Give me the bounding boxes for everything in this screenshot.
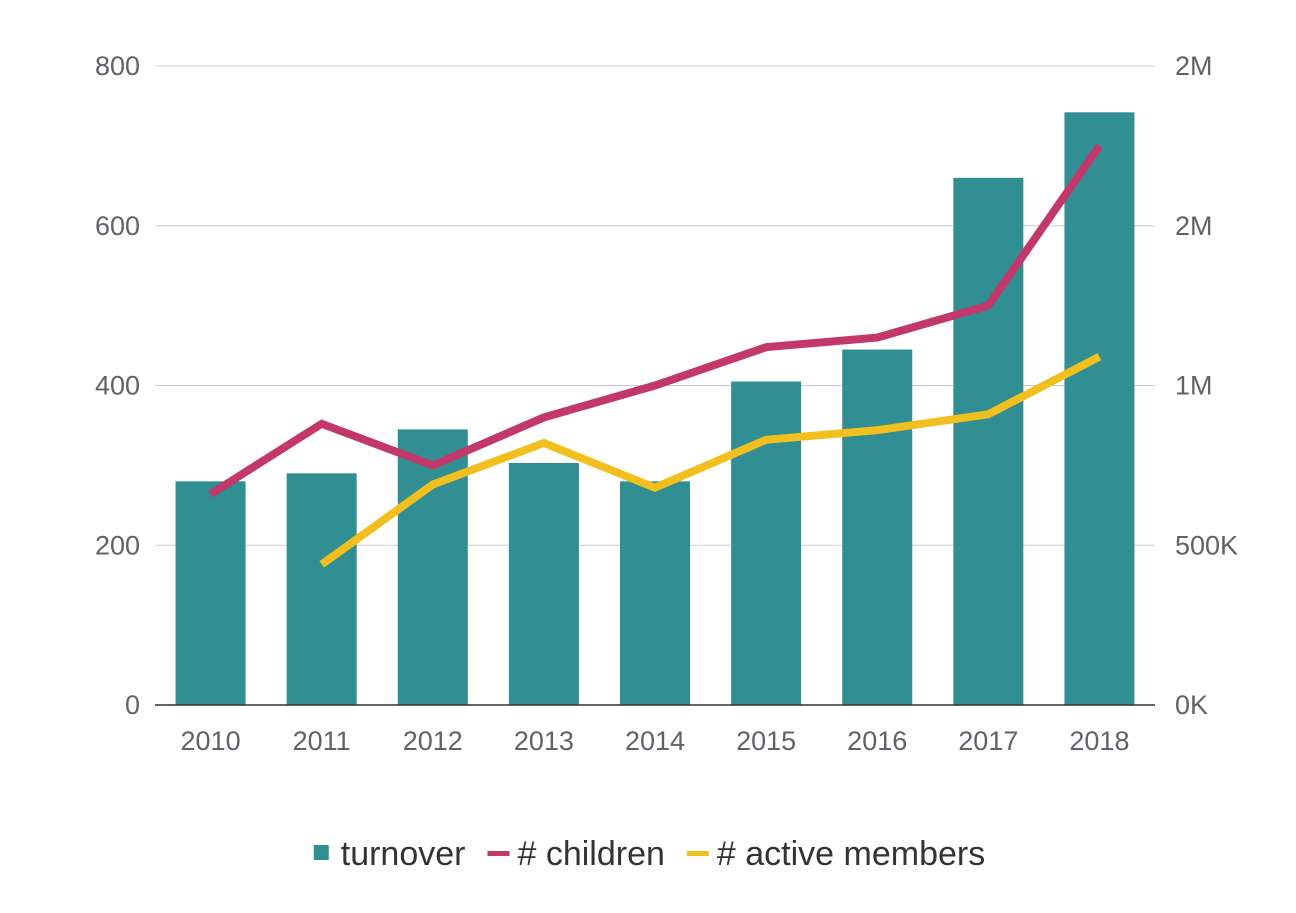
bar-turnover-2010 — [175, 481, 246, 705]
x-axis-tick-label: 2016 — [847, 726, 907, 756]
right-axis-tick-label: 0K — [1175, 690, 1208, 720]
x-axis-tick-label: 2018 — [1069, 726, 1129, 756]
legend-label: turnover — [341, 835, 466, 873]
x-axis-tick-label: 2010 — [181, 726, 241, 756]
left-axis-tick-label: 0 — [125, 690, 140, 720]
x-axis-tick-label: 2012 — [403, 726, 463, 756]
x-axis-tick-label: 2013 — [514, 726, 574, 756]
left-axis-tick-label: 200 — [95, 530, 140, 560]
x-axis-tick-label: 2011 — [293, 726, 351, 756]
legend-item: # children — [487, 835, 665, 873]
line-active-members — [319, 353, 1102, 568]
legend-swatch-square — [313, 845, 329, 860]
series-lines — [208, 143, 1103, 568]
axes: 0 200 400 600 800 0K 500K 1M 2M 2M 2010 2011 2012 201… — [95, 51, 1238, 756]
bar-turnover-2016 — [842, 349, 913, 705]
x-axis-tick-label: 2017 — [958, 726, 1018, 756]
legend-item: turnover — [313, 835, 466, 873]
legend: turnover # children # active members — [313, 835, 985, 873]
right-axis-tick-label: 500K — [1175, 530, 1238, 560]
bar-turnover-2013 — [508, 462, 579, 705]
left-axis-tick-label: 400 — [95, 371, 140, 401]
legend-item: # active members — [686, 835, 985, 873]
bar-turnover-2017 — [953, 177, 1024, 705]
left-axis-tick-label: 600 — [95, 211, 140, 241]
x-axis-tick-label: 2015 — [736, 726, 796, 756]
bar-turnover-2014 — [620, 481, 690, 705]
x-axis-tick-label: 2014 — [625, 726, 685, 756]
right-axis-tick-label: 2M — [1175, 211, 1213, 241]
right-axis-tick-label: 1M — [1175, 371, 1213, 401]
bar-turnover-2011 — [286, 473, 357, 705]
bar-turnover-2012 — [397, 429, 468, 705]
legend-swatch-line — [686, 851, 709, 856]
legend-label: # children — [517, 835, 664, 873]
bar-turnover-2018 — [1064, 112, 1135, 705]
legend-label: # active members — [717, 835, 985, 873]
right-axis-tick-label: 2M — [1175, 51, 1213, 81]
line-children — [208, 143, 1103, 498]
bar-turnover-2015 — [731, 381, 802, 705]
legend-swatch-line — [487, 851, 510, 856]
left-axis-tick-label: 800 — [95, 51, 140, 81]
turnover-bars — [175, 112, 1135, 705]
